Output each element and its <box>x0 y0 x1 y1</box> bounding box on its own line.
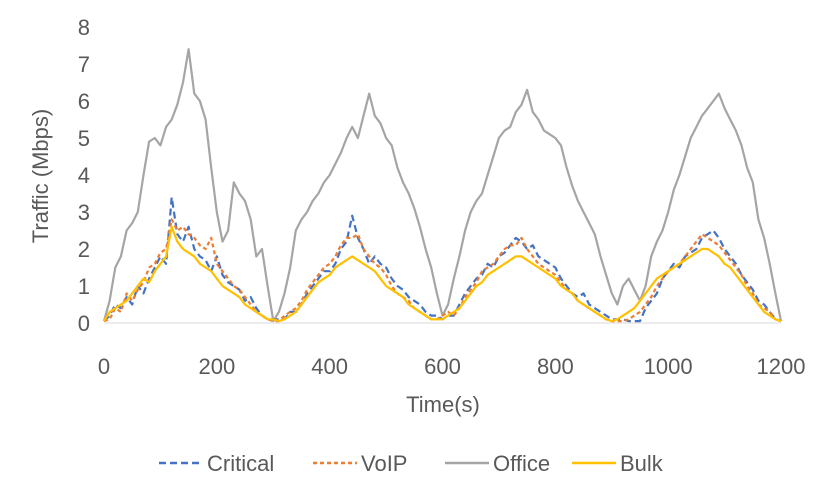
x-tick-label: 800 <box>537 354 574 379</box>
y-tick-label: 7 <box>78 52 90 77</box>
y-axis-title: Traffic (Mbps) <box>28 109 53 243</box>
series-line-voip <box>103 218 782 323</box>
x-tick-label: 1200 <box>757 354 806 379</box>
y-tick-label: 1 <box>78 274 90 299</box>
series-line-critical <box>103 196 782 323</box>
x-axis: 0 200 400 600 800 1000 1200 <box>98 354 806 379</box>
x-tick-label: 600 <box>424 354 461 379</box>
y-axis: 0 1 2 3 4 5 6 7 8 <box>78 15 90 336</box>
x-tick-label: 400 <box>311 354 348 379</box>
x-tick-label: 1000 <box>644 354 693 379</box>
y-tick-label: 3 <box>78 200 90 225</box>
x-tick-label: 200 <box>198 354 235 379</box>
x-tick-label: 0 <box>98 354 110 379</box>
y-tick-label: 4 <box>78 163 90 188</box>
legend-label-critical: Critical <box>207 451 274 476</box>
legend: Critical VoIP Office Bulk <box>159 451 664 476</box>
legend-label-voip: VoIP <box>361 451 407 476</box>
series-line-bulk <box>103 225 782 323</box>
x-axis-title: Time(s) <box>406 392 480 417</box>
series-group <box>102 48 783 323</box>
series-line-office <box>102 48 783 323</box>
y-tick-label: 8 <box>78 15 90 40</box>
legend-label-office: Office <box>493 451 550 476</box>
y-tick-label: 5 <box>78 126 90 151</box>
legend-label-bulk: Bulk <box>620 451 664 476</box>
y-tick-label: 0 <box>78 311 90 336</box>
y-tick-label: 6 <box>78 89 90 114</box>
y-tick-label: 2 <box>78 237 90 262</box>
